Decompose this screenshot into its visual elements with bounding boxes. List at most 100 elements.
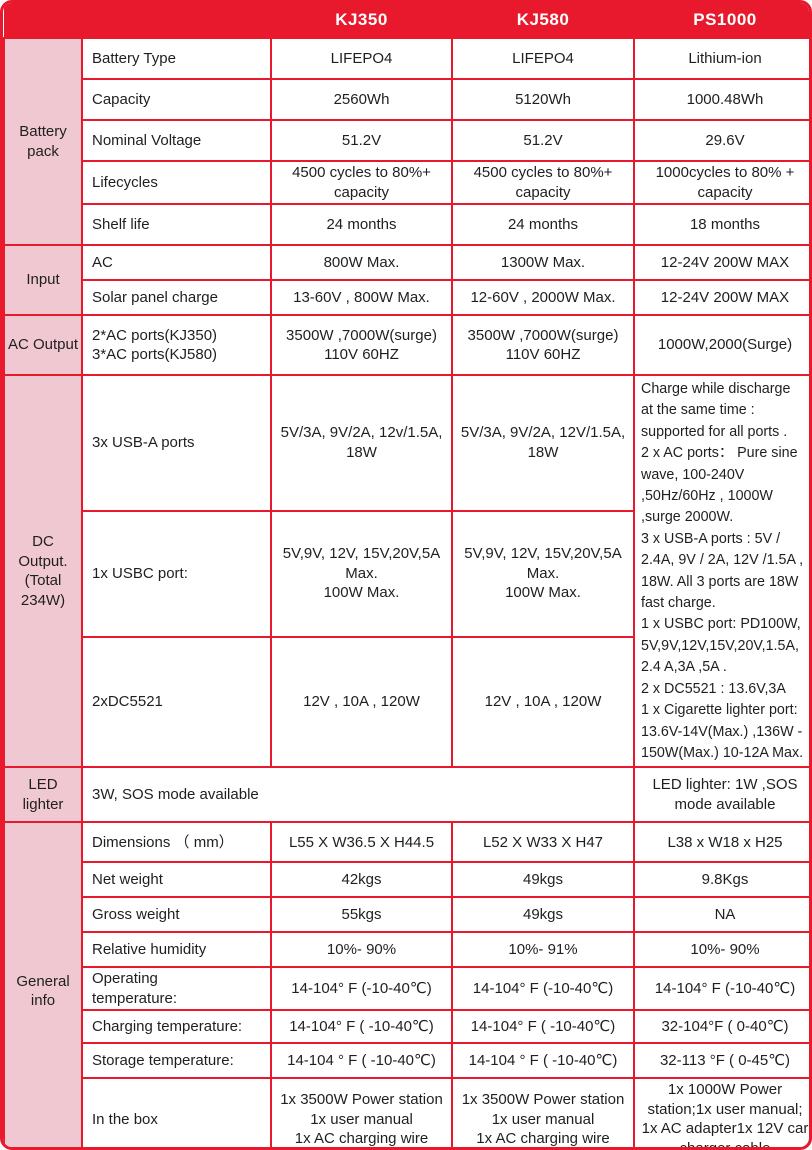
row-label: Solar panel charge bbox=[81, 279, 272, 316]
spec-value: 29.6V bbox=[633, 119, 809, 162]
spec-value: 2560Wh bbox=[270, 78, 453, 121]
row-label: Relative humidity bbox=[81, 931, 272, 969]
spec-value: 4500 cycles to 80%+ capacity bbox=[270, 160, 453, 205]
header-spacer bbox=[4, 3, 271, 38]
table-row: Capacity 2560Wh 5120Wh 1000.48Wh bbox=[4, 78, 809, 121]
spec-value: Lithium-ion bbox=[633, 37, 809, 80]
spec-value: LED lighter: 1W ,SOS mode available bbox=[633, 766, 809, 824]
spec-value: 5V/3A, 9V/2A, 12v/1.5A, 18W bbox=[270, 374, 453, 512]
row-label: Dimensions （ mm） bbox=[81, 821, 272, 864]
table-row: Battery pack Battery Type LIFEPO4 LIFEPO… bbox=[3, 37, 809, 246]
row-label: Shelf life bbox=[81, 203, 272, 246]
spec-value: 5V,9V, 12V, 15V,20V,5A Max. 100W Max. bbox=[451, 509, 635, 638]
spec-value: 10%- 90% bbox=[270, 931, 453, 969]
spec-value: 24 months bbox=[451, 203, 635, 246]
spec-value: 12V , 10A , 120W bbox=[451, 635, 635, 769]
spec-value: 1000W,2000(Surge) bbox=[633, 314, 809, 376]
table-row: Operating temperature: 14-104° F (-10-40… bbox=[4, 966, 809, 1012]
spec-value: 1x 3500W Power station 1x user manual 1x… bbox=[451, 1077, 635, 1147]
spec-value: 1000cycles to 80% + capacity bbox=[633, 160, 809, 205]
row-label: Capacity bbox=[81, 78, 272, 121]
table-row: Net weight 42kgs 49kgs 9.8Kgs bbox=[4, 861, 809, 899]
spec-value: 1x 3500W Power station 1x user manual 1x… bbox=[270, 1077, 453, 1147]
table-row: Nominal Voltage 51.2V 51.2V 29.6V bbox=[4, 119, 809, 162]
spec-value: 1x 1000W Power station;1x user manual; 1… bbox=[633, 1077, 809, 1147]
table-row: Shelf life 24 months 24 months 18 months bbox=[4, 203, 809, 246]
row-label: 1x USBC port: bbox=[81, 509, 272, 638]
spec-value: 42kgs bbox=[270, 861, 453, 899]
spec-value: 9.8Kgs bbox=[633, 861, 809, 899]
spec-value: L55 X W36.5 X H44.5 bbox=[270, 821, 453, 864]
row-label: AC bbox=[81, 244, 272, 281]
spec-value: 10%- 90% bbox=[633, 931, 809, 969]
row-label: 3x USB-A ports bbox=[81, 374, 272, 512]
row-label: In the box bbox=[81, 1077, 272, 1147]
spec-value: LIFEPO4 bbox=[270, 37, 453, 80]
spec-value: L52 X W33 X H47 bbox=[451, 821, 635, 864]
spec-value: 12-24V 200W MAX bbox=[633, 279, 809, 316]
section-label-input: Input bbox=[3, 244, 83, 316]
spec-value: 49kgs bbox=[451, 861, 635, 899]
spec-value: 12V , 10A , 120W bbox=[270, 635, 453, 769]
table-row: LED lighter 3W, SOS mode available LED l… bbox=[3, 766, 809, 824]
spec-value: 14-104 ° F ( -10-40℃) bbox=[270, 1042, 453, 1080]
row-label: Net weight bbox=[81, 861, 272, 899]
table-row: 1x USBC port: 5V,9V, 12V, 15V,20V,5A Max… bbox=[4, 509, 809, 638]
column-header-kj350: KJ350 bbox=[271, 3, 452, 38]
table-row: Lifecycles 4500 cycles to 80%+ capacity … bbox=[4, 160, 809, 205]
spec-value: 14-104° F (-10-40℃) bbox=[633, 966, 809, 1012]
spec-value: 12-60V , 2000W Max. bbox=[451, 279, 635, 316]
spec-value: 24 months bbox=[270, 203, 453, 246]
spec-value: 1300W Max. bbox=[451, 244, 635, 281]
section-label-dc-output: DC Output. (Total 234W) bbox=[3, 373, 83, 769]
spec-value: 14-104° F ( -10-40℃) bbox=[451, 1009, 635, 1045]
row-label: Battery Type bbox=[81, 37, 272, 80]
section-label-ac-output: AC Output bbox=[3, 314, 83, 376]
spec-value: 49kgs bbox=[451, 896, 635, 934]
table-row: In the box 1x 3500W Power station 1x use… bbox=[4, 1077, 809, 1147]
spec-value: 55kgs bbox=[270, 896, 453, 934]
spec-value: 3500W ,7000W(surge) 110V 60HZ bbox=[451, 314, 635, 376]
spec-value: 14-104° F (-10-40℃) bbox=[451, 966, 635, 1012]
spec-value: 5120Wh bbox=[451, 78, 635, 121]
spec-value: 4500 cycles to 80%+ capacity bbox=[451, 160, 635, 205]
row-label: Gross weight bbox=[81, 896, 272, 934]
table-row: Relative humidity 10%- 90% 10%- 91% 10%-… bbox=[4, 931, 809, 969]
row-label: 2xDC5521 bbox=[81, 635, 272, 769]
spec-value: 14-104° F ( -10-40℃) bbox=[270, 1009, 453, 1045]
spec-value: NA bbox=[633, 896, 809, 934]
spec-value: 13-60V , 800W Max. bbox=[270, 279, 453, 316]
spec-value: 1000.48Wh bbox=[633, 78, 809, 121]
table-row: Gross weight 55kgs 49kgs NA bbox=[4, 896, 809, 934]
spec-value: 51.2V bbox=[451, 119, 635, 162]
table-row: 2xDC5521 12V , 10A , 120W 12V , 10A , 12… bbox=[4, 635, 809, 769]
spec-value: 3500W ,7000W(surge) 110V 60HZ bbox=[270, 314, 453, 376]
table-row: Storage temperature: 14-104 ° F ( -10-40… bbox=[4, 1042, 809, 1080]
section-label-general-info: General info bbox=[3, 821, 83, 1147]
spec-value: 800W Max. bbox=[270, 244, 453, 281]
table-row: DC Output. (Total 234W) 3x USB-A ports 5… bbox=[3, 373, 809, 769]
section-label-battery-pack: Battery pack bbox=[3, 37, 83, 246]
header-row: KJ350 KJ580 PS1000 bbox=[4, 3, 809, 38]
row-label: Lifecycles bbox=[81, 160, 272, 205]
spec-value-ps1000-dc-merged: Charge while discharge at the same time … bbox=[633, 373, 809, 769]
table-row: Solar panel charge 13-60V , 800W Max. 12… bbox=[4, 279, 809, 316]
spec-value: 10%- 91% bbox=[451, 931, 635, 969]
spec-value: LIFEPO4 bbox=[451, 37, 635, 80]
row-label: Charging temperature: bbox=[81, 1009, 272, 1045]
table-row: AC Output 2*AC ports(KJ350) 3*AC ports(K… bbox=[3, 314, 809, 376]
row-label: 2*AC ports(KJ350) 3*AC ports(KJ580) bbox=[81, 314, 272, 376]
spec-value: 18 months bbox=[633, 203, 809, 246]
table-row: Charging temperature: 14-104° F ( -10-40… bbox=[4, 1009, 809, 1045]
row-label: Operating temperature: bbox=[81, 966, 272, 1012]
spec-comparison-table: KJ350 KJ580 PS1000 Battery pack Battery … bbox=[3, 3, 809, 1147]
table-row: General info Dimensions （ mm） L55 X W36.… bbox=[3, 821, 809, 1147]
spec-value: 51.2V bbox=[270, 119, 453, 162]
spec-value: L38 x W18 x H25 bbox=[633, 821, 809, 864]
spec-value: 14-104 ° F ( -10-40℃) bbox=[451, 1042, 635, 1080]
spec-value: 5V,9V, 12V, 15V,20V,5A Max. 100W Max. bbox=[270, 509, 453, 638]
spec-value: 14-104° F (-10-40℃) bbox=[270, 966, 453, 1012]
spec-value-led-merged: 3W, SOS mode available bbox=[81, 766, 635, 824]
column-header-ps1000: PS1000 bbox=[634, 3, 809, 38]
